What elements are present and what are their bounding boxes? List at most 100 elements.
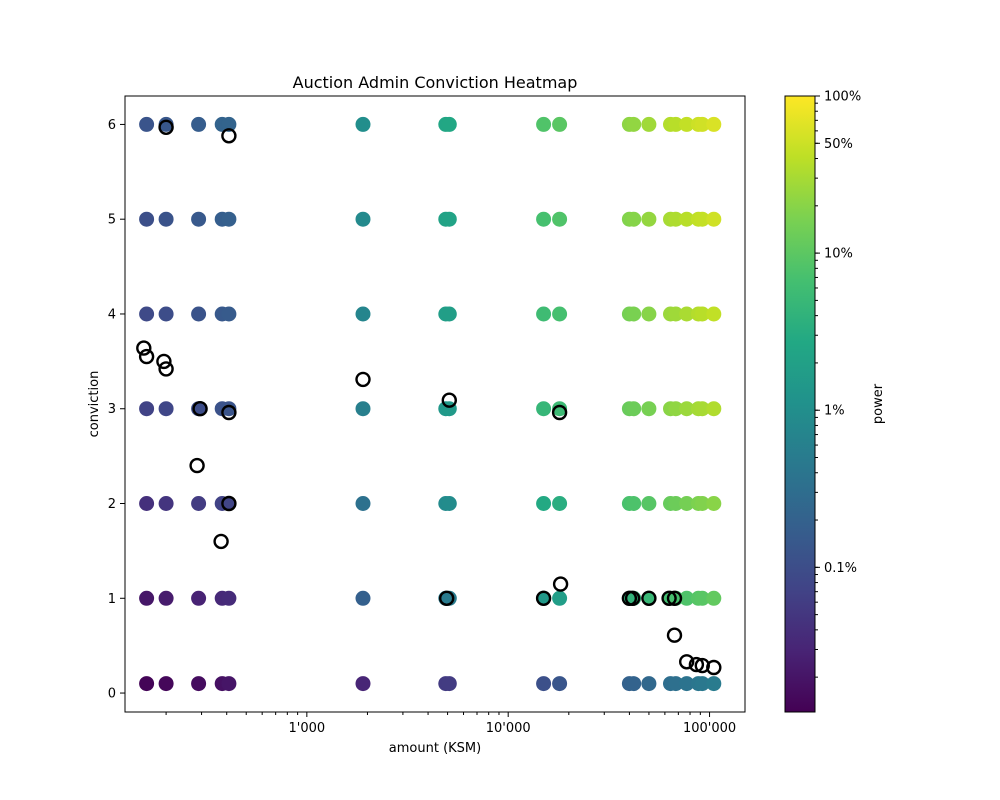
data-point: [355, 676, 371, 692]
data-point: [679, 116, 695, 132]
data-point: [441, 496, 457, 511]
data-point: [191, 590, 207, 606]
data-point: [694, 590, 710, 606]
highlight-point: [441, 392, 457, 408]
x-tick-label: 1'000: [289, 721, 326, 736]
x-tick-label: 10'000: [486, 721, 531, 736]
y-tick-label: 2: [108, 497, 116, 512]
data-point: [221, 401, 237, 417]
filled-points-layer: [139, 116, 722, 692]
data-point: [552, 306, 568, 322]
chart-title: Auction Admin Conviction Heatmap: [293, 73, 578, 92]
highlight-point: [221, 495, 237, 512]
data-point: [552, 401, 568, 417]
data-point: [706, 676, 722, 692]
data-point: [158, 211, 174, 227]
data-point: [694, 306, 710, 322]
data-point: [158, 496, 174, 511]
colorbar-tick-label: 50%: [824, 137, 853, 152]
data-point: [139, 116, 155, 132]
highlight-point: [641, 590, 657, 606]
data-point: [668, 676, 684, 692]
data-point: [641, 676, 657, 692]
data-point: [355, 306, 371, 322]
data-point: [139, 401, 155, 417]
y-axis: 0 1 2 3 4 5 6: [108, 118, 125, 702]
data-point: [641, 496, 657, 511]
data-point: [191, 211, 207, 227]
open-points-layer: [136, 119, 722, 676]
data-point: [441, 211, 457, 227]
data-point: [552, 116, 568, 132]
highlight-point: [158, 119, 174, 136]
data-point: [158, 401, 174, 417]
highlight-point: [136, 340, 152, 356]
data-point: [694, 496, 710, 511]
y-tick-label: 5: [108, 213, 116, 228]
data-point: [536, 116, 552, 132]
highlight-point: [158, 361, 174, 377]
data-point: [679, 211, 695, 227]
data-point: [355, 401, 371, 417]
data-point: [441, 676, 457, 692]
colorbar-tick-label: 100%: [824, 90, 861, 105]
data-point: [706, 306, 722, 322]
highlight-point: [221, 404, 237, 421]
data-point: [552, 211, 568, 227]
data-point: [158, 590, 174, 606]
colorbar-ticks: 100% 50% 10% 1% 0.1%: [815, 90, 861, 678]
data-point: [641, 401, 657, 417]
data-point: [139, 211, 155, 227]
data-point: [441, 116, 457, 132]
data-point: [536, 401, 552, 417]
data-point: [626, 676, 642, 692]
y-tick-label: 1: [108, 592, 116, 607]
highlight-point: [666, 590, 683, 606]
y-tick-label: 0: [108, 687, 116, 702]
data-point: [221, 211, 237, 227]
data-point: [441, 306, 457, 322]
data-point: [355, 116, 371, 132]
data-point: [552, 590, 568, 606]
colorbar-label: power: [871, 383, 886, 424]
data-point: [626, 116, 642, 132]
data-point: [706, 401, 722, 417]
data-point: [139, 496, 155, 511]
data-point: [679, 306, 695, 322]
data-point: [552, 676, 568, 692]
data-point: [706, 590, 722, 606]
data-point: [536, 676, 552, 692]
data-point: [694, 116, 710, 132]
y-axis-label: conviction: [87, 371, 102, 438]
data-point: [694, 211, 710, 227]
data-point: [626, 306, 642, 322]
y-tick-label: 4: [108, 307, 116, 322]
data-point: [679, 590, 695, 606]
data-point: [221, 116, 237, 132]
highlight-point: [355, 371, 371, 388]
plot-area: [124, 95, 746, 713]
data-point: [626, 401, 642, 417]
data-point: [355, 590, 371, 606]
data-point: [626, 211, 642, 227]
data-point: [668, 496, 684, 511]
highlight-point: [213, 533, 229, 550]
data-point: [191, 496, 207, 511]
data-point: [355, 211, 371, 227]
data-point: [536, 211, 552, 227]
data-point: [679, 496, 695, 511]
highlight-point: [189, 457, 205, 474]
data-point: [221, 590, 237, 606]
colorbar-tick-label: 0.1%: [824, 561, 857, 576]
colorbar-gradient: [784, 95, 816, 713]
data-point: [706, 116, 722, 132]
data-point: [139, 590, 155, 606]
highlight-point: [624, 590, 641, 606]
data-point: [641, 116, 657, 132]
highlight-point: [138, 348, 155, 365]
highlight-point: [156, 353, 172, 370]
highlight-point: [661, 590, 677, 606]
data-point: [355, 496, 371, 511]
y-tick-label: 6: [108, 118, 116, 133]
